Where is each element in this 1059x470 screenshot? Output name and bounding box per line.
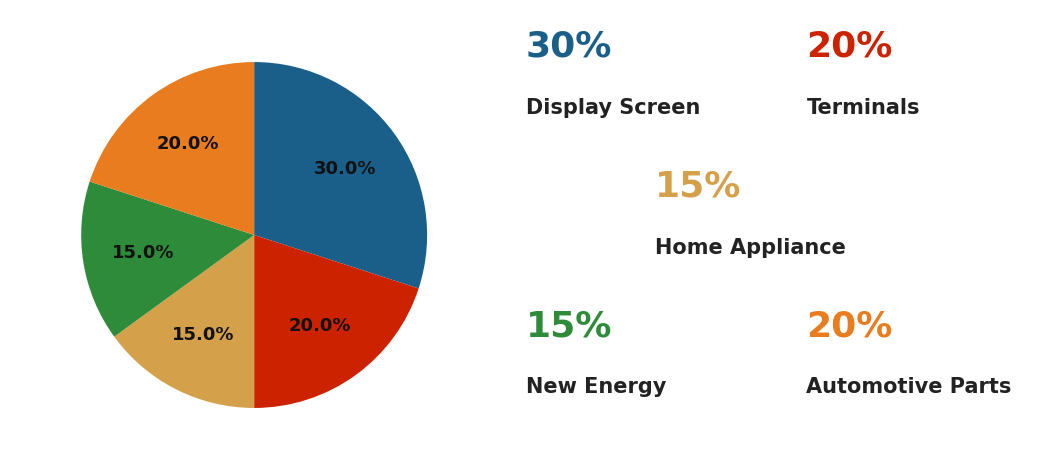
- Text: Display Screen: Display Screen: [525, 98, 700, 118]
- Text: New Energy: New Energy: [525, 377, 666, 398]
- Text: Automotive Parts: Automotive Parts: [807, 377, 1011, 398]
- Wedge shape: [254, 235, 418, 408]
- Text: Home Appliance: Home Appliance: [654, 237, 846, 258]
- Wedge shape: [90, 62, 254, 235]
- Wedge shape: [82, 181, 254, 337]
- Text: 30%: 30%: [525, 30, 612, 63]
- Text: 20.0%: 20.0%: [157, 135, 219, 153]
- Text: 20%: 20%: [807, 309, 893, 343]
- Text: 20%: 20%: [807, 30, 893, 63]
- Text: 15.0%: 15.0%: [172, 326, 234, 344]
- Text: Terminals: Terminals: [807, 98, 920, 118]
- Text: 30.0%: 30.0%: [313, 160, 376, 178]
- Wedge shape: [254, 62, 427, 289]
- Text: 15%: 15%: [525, 309, 612, 343]
- Text: 20.0%: 20.0%: [289, 317, 352, 335]
- Text: 15%: 15%: [654, 169, 741, 204]
- Text: 15.0%: 15.0%: [112, 243, 175, 262]
- Wedge shape: [114, 235, 254, 408]
